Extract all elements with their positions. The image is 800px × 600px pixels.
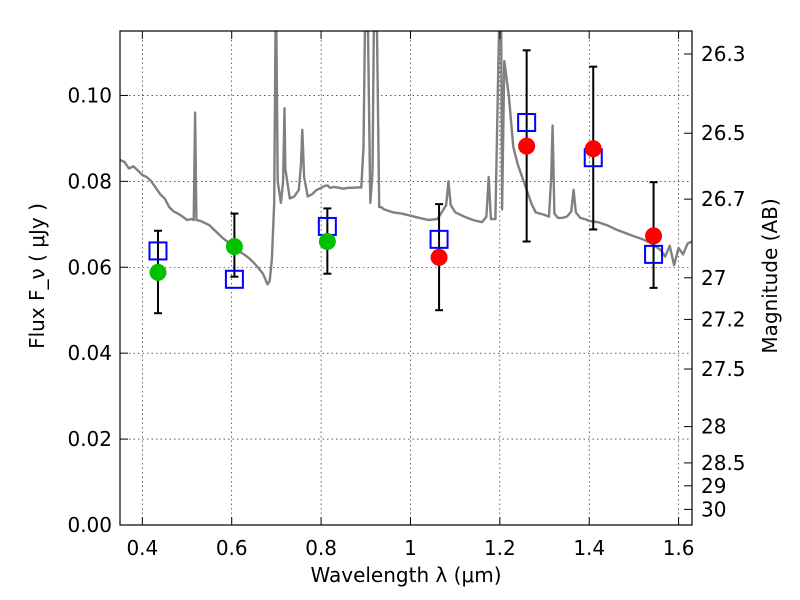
x-axis-label: Wavelength λ (μm) <box>310 563 501 587</box>
y2-tick-label: 29 <box>701 474 726 498</box>
model-square <box>148 241 168 261</box>
y-tick-label: 0.04 <box>67 341 112 365</box>
model-square <box>517 112 537 132</box>
template-spectrum <box>120 31 692 286</box>
y2-axis-label: Magnitude (AB) <box>758 198 782 353</box>
x-tick-label: 0.4 <box>126 536 158 560</box>
model-square <box>644 244 664 264</box>
y2-tick-label: 27 <box>701 266 726 290</box>
y2-tick-label: 26.7 <box>701 187 746 211</box>
observed-point <box>518 137 536 155</box>
y2-tick-label: 27.5 <box>701 357 746 381</box>
y2-tick-label: 28 <box>701 415 726 439</box>
y2-tick-label: 27.2 <box>701 307 746 331</box>
x-tick-label: 1 <box>404 536 417 560</box>
y2-tick-label: 26.5 <box>701 121 746 145</box>
y2-tick-label: 26.3 <box>701 42 746 66</box>
spectrum-line <box>120 31 692 286</box>
observed-points <box>149 137 663 281</box>
x-tick-label: 0.6 <box>216 536 248 560</box>
observed-point <box>225 238 243 256</box>
x-tick-label: 0.8 <box>305 536 337 560</box>
y-tick-label: 0.06 <box>67 255 112 279</box>
model-square <box>224 269 244 289</box>
plot-area <box>120 31 692 315</box>
model-square <box>429 229 449 249</box>
y-tick-label: 0.08 <box>67 169 112 193</box>
y2-tick-label: 30 <box>701 497 726 521</box>
x-axis-ticks: 0.4 0.6 0.8 1 1.2 1.4 1.6 <box>126 31 695 560</box>
x-tick-label: 1.6 <box>663 536 695 560</box>
x-tick-label: 1.4 <box>573 536 605 560</box>
y-axis-ticks: 0.00 0.02 0.04 0.06 0.08 0.10 <box>67 83 128 537</box>
y-tick-label: 0.00 <box>67 513 112 537</box>
y-tick-label: 0.10 <box>67 83 112 107</box>
observed-point <box>149 263 167 281</box>
y-tick-label: 0.02 <box>67 427 112 451</box>
observed-point <box>645 227 663 245</box>
x-tick-label: 1.2 <box>484 536 516 560</box>
observed-point <box>318 232 336 250</box>
observed-point <box>584 140 602 158</box>
y2-tick-label: 28.5 <box>701 451 746 475</box>
y-axis-label: Flux F_ν ( μJy ) <box>25 203 49 349</box>
observed-point <box>430 248 448 266</box>
